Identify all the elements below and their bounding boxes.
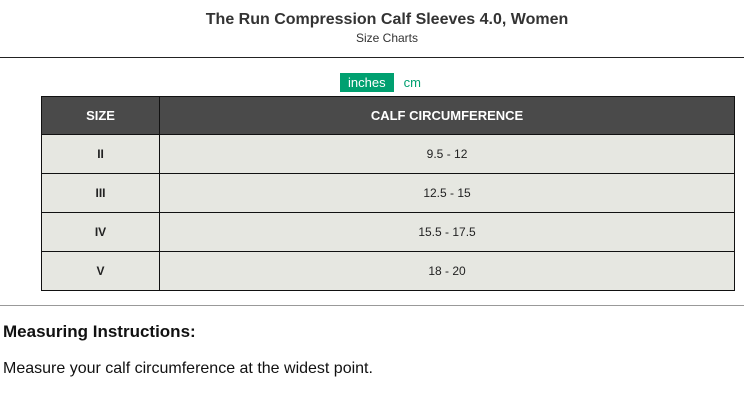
- measure-cell: 15.5 - 17.5: [159, 212, 735, 252]
- unit-toggle: inches cm: [340, 73, 431, 92]
- column-header-calf: CALF CIRCUMFERENCE: [159, 96, 735, 135]
- measure-cell: 18 - 20: [159, 251, 735, 291]
- table-header: SIZE CALF CIRCUMFERENCE: [40, 96, 735, 135]
- size-cell: IV: [40, 212, 161, 252]
- size-cell: II: [40, 134, 161, 174]
- instructions-text: Measure your calf circumference at the w…: [3, 360, 373, 377]
- divider: [0, 57, 744, 58]
- column-header-size: SIZE: [40, 96, 161, 135]
- table-row: V 18 - 20: [40, 251, 735, 291]
- measure-cell: 12.5 - 15: [159, 173, 735, 213]
- unit-cm-button[interactable]: cm: [403, 75, 421, 90]
- size-cell: V: [40, 251, 161, 291]
- unit-inches-button[interactable]: inches: [340, 73, 394, 92]
- table-row: IV 15.5 - 17.5: [40, 212, 735, 252]
- page-title: The Run Compression Calf Sleeves 4.0, Wo…: [205, 11, 569, 28]
- page-subtitle: Size Charts: [355, 31, 419, 45]
- table-row: III 12.5 - 15: [40, 173, 735, 213]
- size-cell: III: [40, 173, 161, 213]
- measure-cell: 9.5 - 12: [159, 134, 735, 174]
- instructions-heading: Measuring Instructions:: [3, 322, 196, 341]
- table-row: II 9.5 - 12: [40, 134, 735, 174]
- size-chart-table: SIZE CALF CIRCUMFERENCE II 9.5 - 12 III 12…: [40, 96, 735, 291]
- divider: [0, 305, 744, 306]
